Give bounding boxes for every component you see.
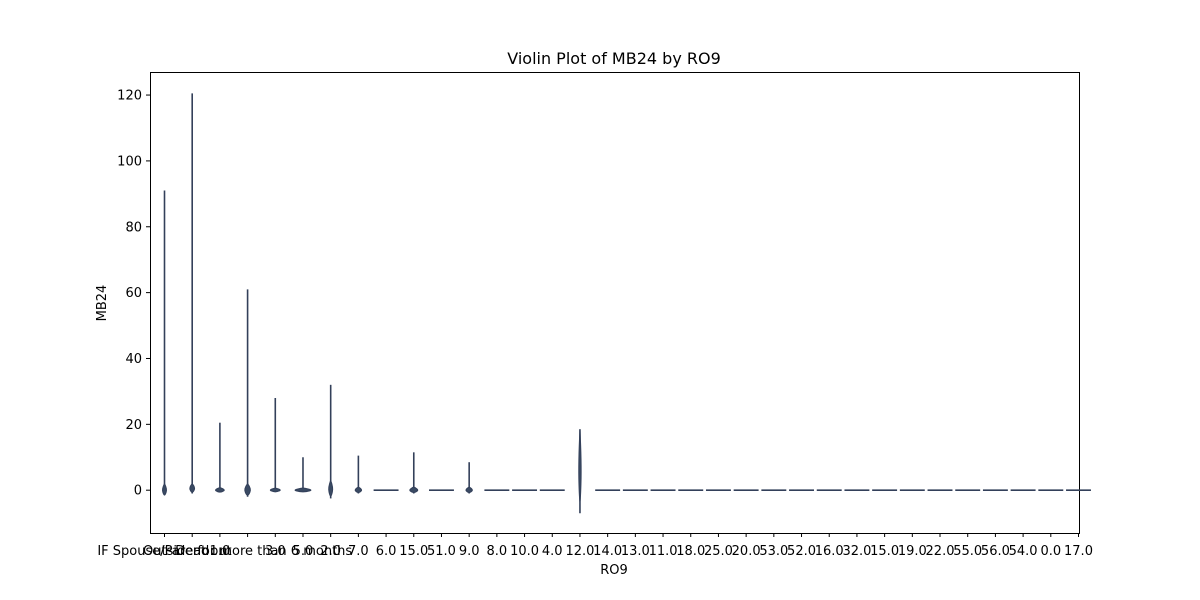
violin-body	[409, 486, 419, 494]
y-tick-label: 120	[117, 89, 142, 104]
x-tick-label: 32.0	[842, 544, 871, 559]
violin-body	[328, 478, 334, 497]
x-tick-label: IF Spouse/Parent out	[97, 544, 231, 559]
violin-9	[409, 452, 419, 494]
y-tick-label: 80	[125, 220, 142, 235]
violin-6	[328, 384, 334, 499]
violin-3	[244, 289, 251, 497]
x-tick-label: 7.0	[348, 544, 369, 559]
x-tick-label: 1.0	[210, 544, 231, 559]
x-tick-label: 8.0	[487, 544, 508, 559]
violin-body	[354, 486, 363, 494]
x-tick-label: 14.0	[593, 544, 622, 559]
x-tick-label: Outside for more than 6 months	[143, 544, 352, 559]
x-tick-label: 56.0	[981, 544, 1010, 559]
x-tick-label: 20.0	[732, 544, 761, 559]
x-tick-label: 15.0	[399, 544, 428, 559]
x-tick-label: 15.0	[870, 544, 899, 559]
y-axis-label: MB24	[95, 285, 110, 322]
violin-4	[269, 397, 281, 493]
violin-body	[294, 487, 312, 493]
violin-body	[465, 486, 473, 494]
x-tick-label: 52.0	[787, 544, 816, 559]
x-tick-label: 25.0	[704, 544, 733, 559]
x-tick-label: Dead	[175, 544, 209, 559]
x-tick-label: 11.0	[649, 544, 678, 559]
violin-15	[578, 429, 582, 514]
x-tick-label: 54.0	[1009, 544, 1038, 559]
violin-body	[215, 487, 225, 493]
chart-title: Violin Plot of MB24 by RO9	[507, 49, 721, 68]
violin-body	[269, 487, 281, 493]
y-tick-label: 20	[125, 418, 142, 433]
y-axis: 0 20 40 60 80 100 120	[117, 89, 150, 499]
x-tick-label: 10.0	[510, 544, 539, 559]
x-tick-label: 5.0	[293, 544, 314, 559]
violin-5	[294, 457, 312, 493]
x-tick-label: 3.0	[265, 544, 286, 559]
y-tick-label: 60	[125, 286, 142, 301]
x-axis-label: RO9	[600, 563, 628, 578]
x-tick-label: 4.0	[542, 544, 563, 559]
x-tick-label: 16.0	[815, 544, 844, 559]
plot-area-frame	[150, 72, 1080, 534]
x-tick-label: 18.0	[676, 544, 705, 559]
x-tick-label: 55.0	[953, 544, 982, 559]
x-tick-label: 12.0	[565, 544, 594, 559]
violin-body	[162, 482, 167, 496]
x-tick-label: 0.0	[1040, 544, 1061, 559]
x-tick-label: 53.0	[759, 544, 788, 559]
violin-0	[162, 190, 167, 496]
violin-2	[215, 422, 225, 493]
y-tick-label: 100	[117, 154, 142, 169]
violin-11	[465, 462, 473, 494]
violin-1	[189, 93, 196, 494]
x-tick-label: 19.0	[898, 544, 927, 559]
violin-body	[578, 429, 582, 504]
y-tick-label: 40	[125, 352, 142, 367]
x-tick-label: 6.0	[376, 544, 397, 559]
x-tick-label: 22.0	[926, 544, 955, 559]
x-tick-label: 51.0	[427, 544, 456, 559]
x-tick-label: 9.0	[459, 544, 480, 559]
violin-body	[189, 482, 196, 493]
y-tick-label: 0	[134, 484, 142, 499]
violin-series	[162, 93, 1091, 514]
x-tick-label: 2.0	[320, 544, 341, 559]
x-tick-label: 17.0	[1064, 544, 1093, 559]
x-tick-label: 13.0	[621, 544, 650, 559]
violin-body	[244, 482, 251, 496]
violin-7	[354, 455, 363, 494]
